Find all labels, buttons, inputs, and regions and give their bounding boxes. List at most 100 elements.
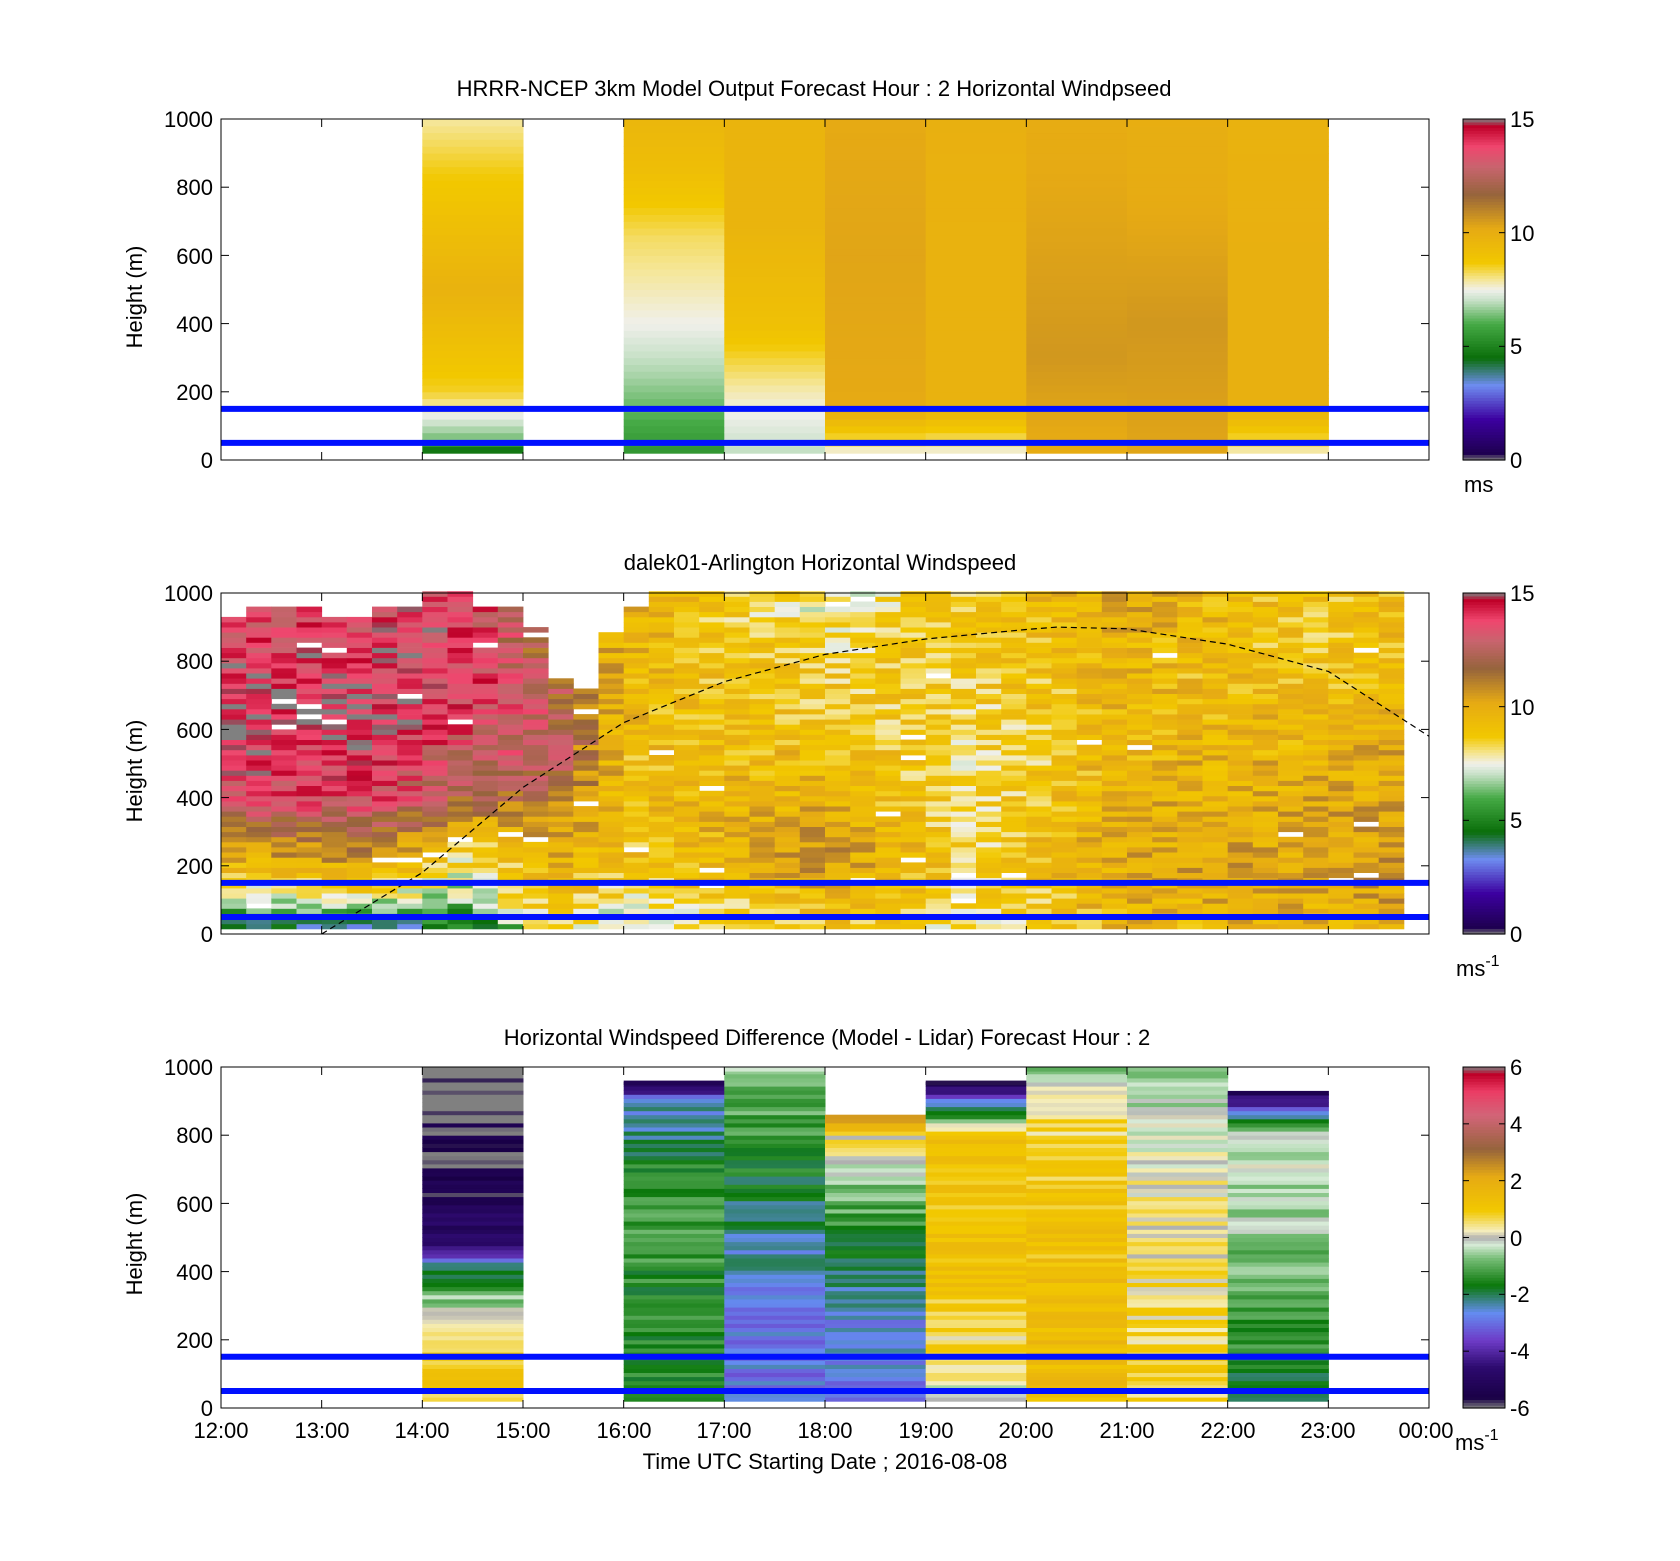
heatmap-cell (497, 693, 524, 700)
heatmap-cell (1101, 765, 1128, 771)
heatmap-cell (1227, 330, 1329, 338)
y-tick-label: 600 (176, 1192, 213, 1217)
heatmap-cell (825, 923, 851, 930)
heatmap-cell (724, 765, 750, 771)
heatmap-cell (1001, 918, 1027, 925)
heatmap-cell (221, 662, 247, 669)
heatmap-cell (1051, 806, 1078, 812)
heatmap-cell (346, 898, 373, 904)
heatmap-cell (1177, 734, 1203, 740)
heatmap-cell (925, 1343, 1027, 1349)
heatmap-cell (976, 642, 1002, 648)
heatmap-cell (1227, 1249, 1329, 1255)
heatmap-cell (523, 719, 549, 725)
heatmap-cell (422, 1086, 524, 1091)
heatmap-cell (397, 806, 423, 812)
heatmap-cell (774, 616, 801, 623)
heatmap-cell (674, 923, 700, 930)
heatmap-cell (497, 785, 524, 792)
heatmap-cell (1278, 642, 1304, 648)
heatmap-cell (674, 898, 700, 904)
heatmap-cell (523, 698, 549, 705)
heatmap-cell (825, 1258, 927, 1263)
heatmap-cell (1127, 708, 1153, 715)
heatmap-cell (1127, 255, 1229, 263)
heatmap-cell (623, 425, 725, 434)
heatmap-cell (548, 857, 574, 863)
heatmap-cell (799, 862, 826, 868)
colorbar-segment (1463, 173, 1505, 177)
heatmap-cell (271, 688, 297, 694)
heatmap-cell (623, 1298, 725, 1304)
heatmap-cell (1177, 724, 1203, 730)
heatmap-cell (825, 207, 927, 215)
heatmap-cell (900, 739, 927, 746)
heatmap-cell (321, 893, 348, 899)
colorbar-segment (1463, 638, 1505, 642)
heatmap-cell (1252, 816, 1279, 822)
heatmap-cell (1177, 708, 1203, 715)
heatmap-cell (1278, 734, 1304, 740)
heatmap-cell (573, 755, 599, 761)
heatmap-cell (1152, 611, 1178, 618)
heatmap-cell (422, 1372, 524, 1378)
heatmap-cell (397, 703, 423, 710)
heatmap-cell (1051, 591, 1078, 597)
heatmap-cell (774, 708, 801, 715)
colorbar-segment (1463, 647, 1505, 651)
panel-model: HRRR-NCEP 3km Model Output Forecast Hour… (122, 76, 1534, 497)
colorbar-segment (1463, 440, 1505, 444)
heatmap-cell (1278, 673, 1304, 679)
colorbar-segment (1463, 891, 1505, 895)
heatmap-cell (1378, 616, 1405, 623)
x-tick-label: 22:00 (1200, 1418, 1255, 1443)
heatmap-cell (296, 729, 323, 735)
heatmap-cell (523, 826, 549, 833)
heatmap-cell (1051, 770, 1078, 776)
colorbar-segment (1463, 352, 1505, 356)
heatmap-cell (246, 678, 272, 684)
heatmap-cell (1278, 693, 1304, 700)
heatmap-cell (422, 1397, 524, 1402)
heatmap-cell (422, 1102, 524, 1108)
heatmap-cell (825, 703, 851, 710)
heatmap-cell (925, 1311, 1027, 1316)
heatmap-cell (1152, 698, 1178, 705)
heatmap-cell (1227, 391, 1329, 400)
heatmap-cell (749, 811, 776, 817)
heatmap-cell (1227, 1118, 1329, 1124)
heatmap-cell (221, 918, 247, 925)
heatmap-cell (1101, 903, 1128, 909)
heatmap-cell (346, 770, 373, 776)
heatmap-cell (900, 826, 927, 833)
heatmap-cell (850, 703, 876, 710)
heatmap-cell (875, 622, 901, 628)
colorbar-segment (1463, 1356, 1505, 1361)
heatmap-cell (1001, 596, 1027, 602)
heatmap-cell (674, 688, 700, 694)
heatmap-cell (397, 662, 423, 669)
heatmap-cell (1278, 652, 1304, 659)
heatmap-cell (674, 606, 700, 613)
colorbar-segment (1463, 360, 1505, 364)
heatmap-cell (1378, 795, 1405, 802)
heatmap-cell (1152, 642, 1178, 648)
heatmap-cell (1001, 780, 1027, 786)
heatmap-cell (1026, 1217, 1128, 1222)
heatmap-cell (850, 826, 876, 833)
heatmap-cell (925, 1376, 1027, 1382)
heatmap-cell (1101, 596, 1128, 602)
heatmap-cell (1177, 821, 1203, 827)
heatmap-cell (925, 1315, 1027, 1320)
heatmap-cell (1051, 637, 1078, 643)
heatmap-cell (724, 1155, 826, 1161)
heatmap-cell (1076, 790, 1103, 797)
heatmap-cell (724, 719, 750, 725)
heatmap-cell (472, 790, 499, 797)
heatmap-cell (1026, 378, 1128, 386)
heatmap-cell (1127, 1323, 1229, 1328)
heatmap-cell (825, 1323, 927, 1328)
heatmap-cell (623, 652, 650, 659)
heatmap-cell (1303, 642, 1329, 648)
heatmap-cell (1127, 1393, 1229, 1398)
